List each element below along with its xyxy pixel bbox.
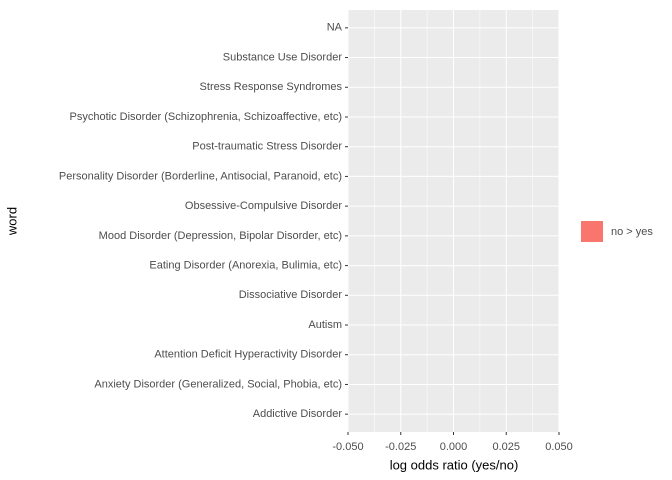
y-tick-label: Eating Disorder (Anorexia, Bulimia, etc) bbox=[149, 259, 342, 271]
y-tick-label: Addictive Disorder bbox=[253, 408, 343, 420]
legend-key bbox=[581, 221, 603, 242]
y-tick-label: Substance Use Disorder bbox=[223, 51, 343, 63]
x-tick-label: -0.050 bbox=[332, 441, 363, 453]
y-tick-label: Mood Disorder (Depression, Bipolar Disor… bbox=[99, 230, 342, 242]
y-tick-label: Psychotic Disorder (Schizophrenia, Schiz… bbox=[70, 111, 342, 123]
y-tick-label: Personality Disorder (Borderline, Antiso… bbox=[59, 170, 342, 182]
y-axis-title: word bbox=[4, 207, 19, 236]
x-tick-label: 0.000 bbox=[440, 441, 468, 453]
x-tick-label: 0.025 bbox=[492, 441, 520, 453]
y-tick-label: Dissociative Disorder bbox=[239, 289, 343, 301]
x-tick-label: -0.025 bbox=[385, 441, 416, 453]
y-tick-label: Post-traumatic Stress Disorder bbox=[192, 141, 342, 153]
y-tick-label: Autism bbox=[308, 319, 342, 331]
y-tick-label: Stress Response Syndromes bbox=[200, 81, 343, 93]
x-axis-title: log odds ratio (yes/no) bbox=[390, 457, 519, 472]
y-tick-label: Anxiety Disorder (Generalized, Social, P… bbox=[94, 378, 342, 390]
x-tick-label: 0.050 bbox=[545, 441, 573, 453]
y-tick-label: NA bbox=[327, 22, 343, 34]
y-tick-label: Obsessive-Compulsive Disorder bbox=[185, 200, 342, 212]
legend-label: no > yes bbox=[611, 226, 653, 238]
y-tick-label: Attention Deficit Hyperactivity Disorder bbox=[154, 349, 342, 361]
